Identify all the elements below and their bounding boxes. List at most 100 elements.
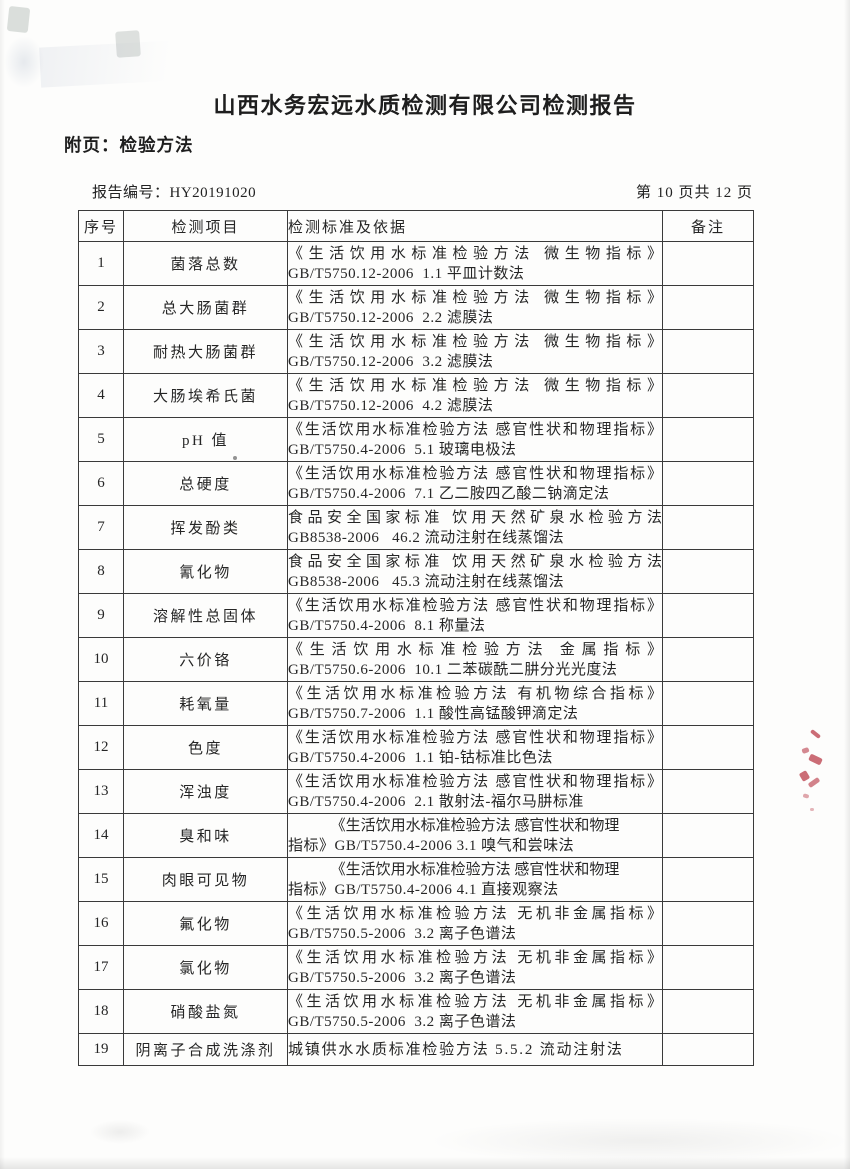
- row-number-cell: 15: [78, 857, 124, 902]
- standard-line-2: GB/T5750.4-2006 8.1 称量法: [288, 617, 486, 634]
- page-indicator: 第 10 页共 12 页: [635, 185, 753, 201]
- report-number-value: HY20191020: [169, 185, 257, 201]
- note-cell: [662, 373, 754, 418]
- standard-line-1: 食品安全国家标准 饮用天然矿泉水检验方法: [288, 509, 662, 526]
- standard-line-1: 《生活饮用水标准检验方法 无机非金属指标》: [288, 993, 662, 1010]
- standard-line-2: GB/T5750.5-2006 3.2 离子色谱法: [288, 969, 517, 986]
- standard-cell: 《生活饮用水标准检验方法 无机非金属指标》 GB/T5750.5-2006 3.…: [287, 901, 663, 946]
- note-cell: [662, 461, 754, 506]
- test-item-cell: 氯化物: [123, 945, 288, 990]
- note-cell: [662, 901, 754, 946]
- table-row: 4 大肠埃希氏菌 《生活饮用水标准检验方法 微生物指标》 GB/T5750.12…: [78, 373, 754, 418]
- test-item-cell: 六价铬: [123, 637, 288, 682]
- note-cell: [662, 681, 754, 726]
- note-cell: [662, 593, 754, 638]
- standard-line-2: GB/T5750.5-2006 3.2 离子色谱法: [288, 925, 517, 942]
- table-row: 8 氰化物 食品安全国家标准 饮用天然矿泉水检验方法 GB8538-2006 4…: [78, 549, 754, 594]
- table-row: 7 挥发酚类 食品安全国家标准 饮用天然矿泉水检验方法 GB8538-2006 …: [78, 505, 754, 550]
- scan-smudge-bottom-left: [90, 1120, 150, 1144]
- standard-cell: 《生活饮用水标准检验方法 感官性状和物理指标》 GB/T5750.4-2006 …: [287, 461, 663, 506]
- standard-line-2: GB/T5750.6-2006 10.1 二苯碳酰二肼分光光度法: [288, 661, 618, 678]
- test-item-cell: 菌落总数: [123, 241, 288, 286]
- standard-line-1: 《生活饮用水标准检验方法 无机非金属指标》: [288, 905, 662, 922]
- standard-line-2: GB/T5750.12-2006 2.2 滤膜法: [288, 309, 494, 326]
- standard-cell: 《生活饮用水标准检验方法 金属指标》 GB/T5750.6-2006 10.1 …: [287, 637, 663, 682]
- test-item-cell: 氟化物: [123, 901, 288, 946]
- standard-line-2: GB/T5750.4-2006 5.1 玻璃电极法: [288, 441, 517, 458]
- row-number-cell: 17: [78, 945, 124, 990]
- standard-line-1: 《生活饮用水标准检验方法 微生物指标》: [288, 289, 662, 306]
- table-row: 17 氯化物 《生活饮用水标准检验方法 无机非金属指标》 GB/T5750.5-…: [78, 945, 754, 990]
- test-item-cell: 总大肠菌群: [123, 285, 288, 330]
- standard-line-2: GB/T5750.5-2006 3.2 离子色谱法: [288, 1013, 517, 1030]
- standard-line-2: GB/T5750.4-2006 2.1 散射法-福尔马肼标准: [288, 793, 584, 810]
- scan-mark-square-1: [6, 5, 31, 34]
- note-cell: [662, 989, 754, 1034]
- table-row: 16 氟化物 《生活饮用水标准检验方法 无机非金属指标》 GB/T5750.5-…: [78, 901, 754, 946]
- standard-cell: 《生活饮用水标准检验方法 感官性状和物理指标》 GB/T5750.4-2006 …: [287, 417, 663, 462]
- meta-row: 报告编号：HY20191020 第 10 页共 12 页: [78, 181, 753, 202]
- test-item-cell: 臭和味: [123, 813, 288, 858]
- standard-line-2: GB/T5750.12-2006 4.2 滤膜法: [288, 397, 494, 414]
- scan-smudge-1: [4, 36, 44, 88]
- row-number-cell: 6: [78, 461, 124, 506]
- header-序号: 序号: [78, 210, 124, 242]
- row-number-cell: 12: [78, 725, 124, 770]
- standard-line-2: GB8538-2006 45.3 流动注射在线蒸馏法: [288, 573, 565, 590]
- header-检测项目: 检测项目: [123, 210, 288, 242]
- table-row: 13 浑浊度 《生活饮用水标准检验方法 感官性状和物理指标》 GB/T5750.…: [78, 769, 754, 814]
- test-item-cell: 大肠埃希氏菌: [123, 373, 288, 418]
- table-row: 6 总硬度 《生活饮用水标准检验方法 感官性状和物理指标》 GB/T5750.4…: [78, 461, 754, 506]
- table-row: 15 肉眼可见物 《生活饮用水标准检验方法 感官性状和物理 指标》GB/T575…: [78, 857, 754, 902]
- row-number-cell: 11: [78, 681, 124, 726]
- row-number-cell: 5: [78, 417, 124, 462]
- standard-cell: 食品安全国家标准 饮用天然矿泉水检验方法 GB8538-2006 45.3 流动…: [287, 549, 663, 594]
- note-cell: [662, 769, 754, 814]
- standard-cell: 《生活饮用水标准检验方法 微生物指标》 GB/T5750.12-2006 1.1…: [287, 241, 663, 286]
- row-number-cell: 10: [78, 637, 124, 682]
- note-cell: [662, 241, 754, 286]
- methods-table: 序号 检测项目 检测标准及依据 备注 1 菌落总数 《生活饮用水标准检验方法 微…: [78, 210, 754, 1066]
- standard-cell: 《生活饮用水标准检验方法 有机物综合指标》 GB/T5750.7-2006 1.…: [287, 681, 663, 726]
- note-cell: [662, 813, 754, 858]
- scan-smudge-2: [39, 36, 256, 88]
- standard-line-1: 《生活饮用水标准检验方法 微生物指标》: [288, 245, 662, 262]
- note-cell: [662, 857, 754, 902]
- standard-cell: 《生活饮用水标准检验方法 无机非金属指标》 GB/T5750.5-2006 3.…: [287, 945, 663, 990]
- test-item-cell: 总硬度: [123, 461, 288, 506]
- standard-cell: 《生活饮用水标准检验方法 无机非金属指标》 GB/T5750.5-2006 3.…: [287, 989, 663, 1034]
- note-cell: [662, 285, 754, 330]
- standard-cell: 食品安全国家标准 饮用天然矿泉水检验方法 GB8538-2006 46.2 流动…: [287, 505, 663, 550]
- standard-line-1: 《生活饮用水标准检验方法 感官性状和物理: [330, 861, 620, 878]
- table-row: 2 总大肠菌群 《生活饮用水标准检验方法 微生物指标》 GB/T5750.12-…: [78, 285, 754, 330]
- scan-smudge-bottom: [430, 1118, 850, 1164]
- standard-cell: 《生活饮用水标准检验方法 微生物指标》 GB/T5750.12-2006 4.2…: [287, 373, 663, 418]
- test-item-cell: 阴离子合成洗涤剂: [123, 1033, 288, 1066]
- table-row: 14 臭和味 《生活饮用水标准检验方法 感官性状和物理 指标》GB/T5750.…: [78, 813, 754, 858]
- standard-line-1: 城镇供水水质标准检验方法 5.5.2 流动注射法: [288, 1041, 624, 1058]
- table-row: 19 阴离子合成洗涤剂 城镇供水水质标准检验方法 5.5.2 流动注射法: [78, 1033, 754, 1066]
- standard-line-1: 《生活饮用水标准检验方法 微生物指标》: [288, 333, 662, 350]
- page-edge-shadow-left: [0, 0, 5, 1169]
- test-item-cell: 溶解性总固体: [123, 593, 288, 638]
- note-cell: [662, 725, 754, 770]
- report-number-label: 报告编号：: [92, 185, 170, 201]
- standard-cell: 《生活饮用水标准检验方法 感官性状和物理指标》 GB/T5750.4-2006 …: [287, 593, 663, 638]
- test-item-cell: 硝酸盐氮: [123, 989, 288, 1034]
- table-row: 10 六价铬 《生活饮用水标准检验方法 金属指标》 GB/T5750.6-200…: [78, 637, 754, 682]
- stamp-bleed-mark: [796, 728, 828, 820]
- standard-line-1: 《生活饮用水标准检验方法 金属指标》: [288, 641, 662, 658]
- note-cell: [662, 549, 754, 594]
- row-number-cell: 2: [78, 285, 124, 330]
- standard-line-1: 《生活饮用水标准检验方法 感官性状和物理指标》: [288, 597, 662, 614]
- row-number-cell: 9: [78, 593, 124, 638]
- standard-line-1: 《生活饮用水标准检验方法 感官性状和物理指标》: [288, 465, 662, 482]
- standard-line-2: 指标》GB/T5750.4-2006 3.1 嗅气和尝味法: [288, 837, 575, 854]
- standard-line-1: 《生活饮用水标准检验方法 感官性状和物理指标》: [288, 421, 662, 438]
- header-备注: 备注: [662, 210, 754, 242]
- standard-line-2: GB/T5750.12-2006 3.2 滤膜法: [288, 353, 494, 370]
- standard-line-1: 《生活饮用水标准检验方法 感官性状和物理指标》: [288, 773, 662, 790]
- test-item-cell: 浑浊度: [123, 769, 288, 814]
- standard-cell: 《生活饮用水标准检验方法 微生物指标》 GB/T5750.12-2006 3.2…: [287, 329, 663, 374]
